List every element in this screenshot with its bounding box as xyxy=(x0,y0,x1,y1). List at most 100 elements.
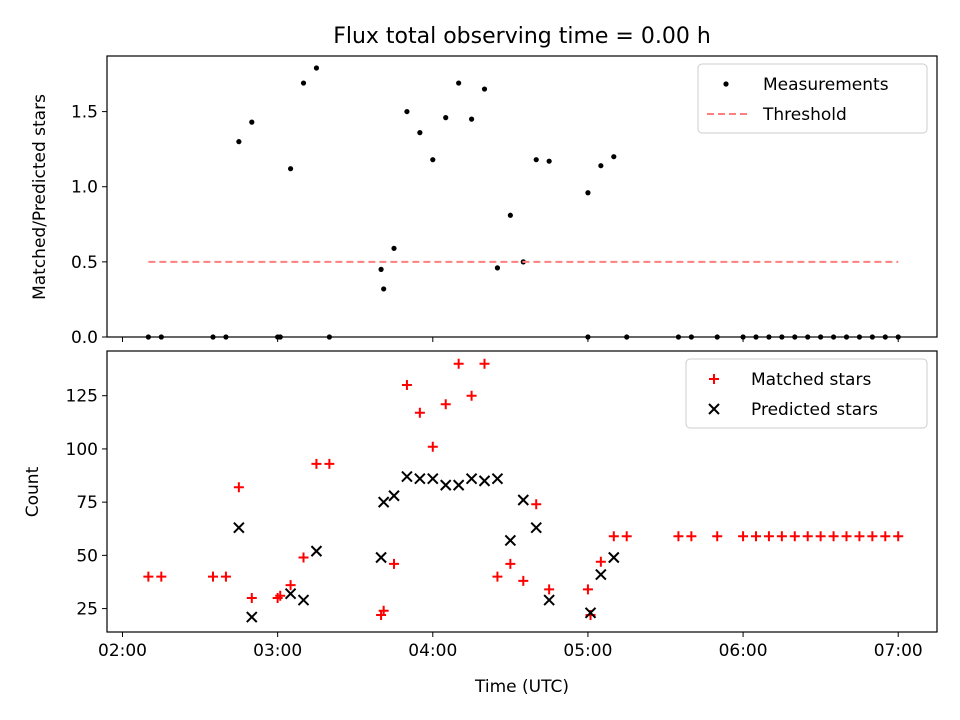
legend-matched-stars-label: Matched stars xyxy=(751,370,871,390)
series-measurements-point xyxy=(598,163,604,169)
legend-predicted-stars-marker xyxy=(708,403,720,415)
series-matched-stars-point xyxy=(544,584,555,595)
series-measurements-point xyxy=(533,157,539,163)
series-matched-stars-point xyxy=(440,399,451,410)
series-matched-stars-point xyxy=(427,441,438,452)
series-matched-stars-point xyxy=(389,558,400,569)
bottom-y-tick-label: 50 xyxy=(76,546,98,566)
series-matched-stars-point xyxy=(841,531,852,542)
bottom-y-tick-label: 25 xyxy=(76,600,98,620)
top-y-tick-label: 0.5 xyxy=(71,253,98,273)
series-measurements-point xyxy=(404,108,410,115)
bottom-axes-frame xyxy=(106,350,938,633)
series-predicted-stars-point xyxy=(414,473,426,485)
series-measurements-point xyxy=(481,86,488,92)
series-matched-stars-point xyxy=(378,605,389,616)
series-matched-stars-point xyxy=(621,531,632,542)
series-measurements-point xyxy=(546,158,552,164)
bottom-y-tick-label: 100 xyxy=(66,440,98,460)
series-matched-stars-point xyxy=(220,571,231,582)
series-predicted-stars-point xyxy=(543,594,555,606)
series-predicted-stars-point xyxy=(452,479,465,491)
series-matched-stars-point xyxy=(401,380,412,391)
x-axis-label: Time (UTC) xyxy=(474,677,569,697)
series-matched-stars-point xyxy=(751,531,762,542)
series-matched-stars-point xyxy=(828,531,839,542)
series-matched-stars-point xyxy=(492,571,503,582)
series-matched-stars-point xyxy=(893,531,904,542)
series-matched-stars-point xyxy=(414,407,425,418)
series-measurements-point xyxy=(611,154,617,160)
series-matched-stars-point xyxy=(479,358,490,369)
series-matched-stars-point xyxy=(789,531,800,542)
series-measurements-point xyxy=(249,119,255,125)
series-matched-stars-point xyxy=(686,531,697,542)
x-tick-label: 06:00 xyxy=(719,641,768,661)
series-measurements-point xyxy=(430,157,436,163)
series-matched-stars-point xyxy=(880,531,891,542)
series-matched-stars-point xyxy=(246,592,257,603)
legend-predicted-stars-label: Predicted stars xyxy=(751,400,878,420)
series-predicted-stars-point xyxy=(388,490,400,502)
series-matched-stars-point xyxy=(763,531,774,542)
series-matched-stars-point xyxy=(712,531,723,542)
series-measurements-point xyxy=(300,80,307,86)
series-matched-stars-point xyxy=(453,358,464,369)
series-predicted-stars-point xyxy=(233,521,245,534)
series-predicted-stars-point xyxy=(297,594,310,606)
bottom-y-tick-label: 75 xyxy=(76,493,98,513)
series-matched-stars-point xyxy=(531,499,542,510)
series-matched-stars-point xyxy=(233,482,244,493)
series-predicted-stars-point xyxy=(310,545,323,557)
top-axes-frame xyxy=(106,55,938,338)
top-y-tick-label: 0.0 xyxy=(71,328,98,348)
series-matched-stars-point xyxy=(854,531,865,542)
series-matched-stars-point xyxy=(143,571,154,582)
bottom-legend: Matched stars Predicted stars xyxy=(685,358,928,429)
series-measurements-point xyxy=(378,266,384,272)
series-measurements-point xyxy=(443,115,449,121)
series-matched-stars-point xyxy=(673,531,684,542)
series-measurements-point xyxy=(313,65,320,71)
legend-measurements-label: Measurements xyxy=(763,75,889,95)
top-y-axis-label: Matched/Predicted stars xyxy=(30,94,50,300)
series-matched-stars-point xyxy=(738,531,749,542)
series-matched-stars-point xyxy=(505,558,516,569)
top-legend: Measurements Threshold xyxy=(697,63,928,134)
series-matched-stars-point xyxy=(518,575,529,586)
series-measurements-point xyxy=(287,166,294,172)
series-measurements-point xyxy=(381,286,387,292)
series-predicted-stars-point xyxy=(517,494,530,506)
series-matched-stars-point xyxy=(815,531,826,542)
x-tick-label: 03:00 xyxy=(253,641,302,661)
series-predicted-stars-point xyxy=(440,479,452,491)
series-matched-stars-point xyxy=(275,590,286,601)
series-predicted-stars-point xyxy=(504,534,517,547)
top-plot: 0.0 0.5 1.0 1.5 Measurements Threshold xyxy=(71,55,938,348)
series-matched-stars-point xyxy=(311,458,322,469)
series-predicted-stars-point xyxy=(246,611,258,623)
series-matched-stars-point xyxy=(208,571,219,582)
series-matched-stars-point xyxy=(776,531,787,542)
series-matched-stars-point xyxy=(285,580,296,591)
series-matched-stars-point xyxy=(867,531,878,542)
x-tick-label: 07:00 xyxy=(874,641,923,661)
bottom-y-tick-label: 125 xyxy=(66,387,98,407)
series-measurements-point xyxy=(456,80,462,86)
series-predicted-stars-point xyxy=(608,551,620,564)
figure-title: Flux total observing time = 0.00 h xyxy=(333,24,711,49)
series-measurements-point xyxy=(507,212,513,218)
series-matched-stars-point xyxy=(608,531,619,542)
x-tick-label: 02:00 xyxy=(98,641,147,661)
series-measurements-point xyxy=(391,245,397,251)
series-predicted-stars-point xyxy=(465,473,478,485)
series-predicted-stars-point xyxy=(377,496,390,508)
series-matched-stars-point xyxy=(802,531,813,542)
x-tick-label: 04:00 xyxy=(408,641,457,661)
series-predicted-stars-point xyxy=(491,473,504,485)
series-matched-stars-point xyxy=(324,458,335,469)
series-predicted-stars-point xyxy=(375,551,387,564)
series-measurements-point xyxy=(417,130,423,136)
series-predicted-stars-point xyxy=(284,587,297,600)
